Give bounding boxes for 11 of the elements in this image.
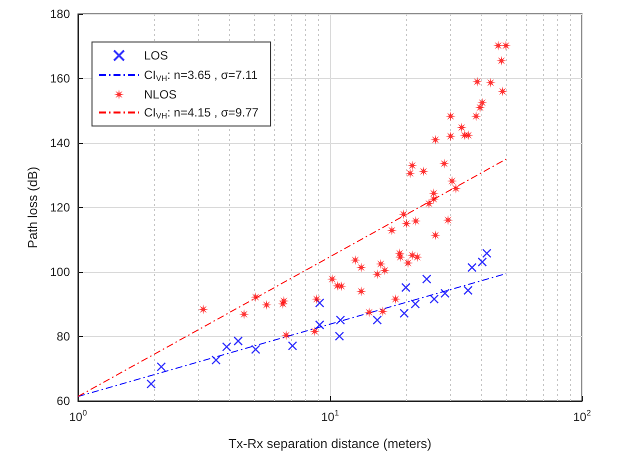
legend-label: NLOS: [144, 88, 177, 102]
x-axis-title: Tx-Rx separation distance (meters): [228, 436, 432, 451]
y-tick-label: 120: [50, 200, 70, 214]
y-axis-title: Path loss (dB): [25, 166, 40, 248]
y-tick-label: 160: [50, 72, 70, 86]
y-tick-label: 80: [56, 330, 70, 344]
legend-label: LOS: [144, 48, 168, 62]
y-tick-label: 180: [50, 7, 70, 21]
y-tick-label: 100: [50, 265, 70, 279]
y-tick-label: 60: [56, 394, 70, 408]
y-tick-label: 140: [50, 136, 70, 150]
